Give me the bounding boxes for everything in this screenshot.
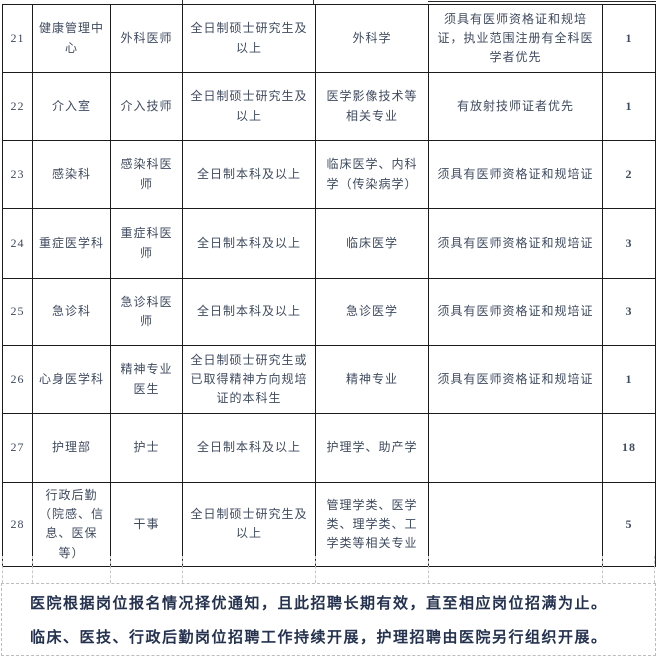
- cell-position: 精神专业医生: [110, 345, 183, 414]
- footer-line-2: 临床、医技、行政后勤岗位招聘工作持续开展，护理招聘由医院另行组织开展。: [30, 630, 608, 646]
- crop-artifact-tick: [182, 0, 183, 5]
- spreadsheet-gridline-gap: [2, 556, 655, 583]
- cell-row-number: 25: [2, 278, 33, 346]
- cell-education: 全日制本科及以上: [182, 413, 316, 483]
- table-row: 24 重症医学科 重症科医师 全日制本科及以上 临床医学 须具有医师资格证和规培…: [2, 208, 656, 279]
- cell-row-number: 27: [2, 413, 33, 483]
- cell-position: 干事: [110, 482, 183, 567]
- table-row: 27 护理部 护士 全日制本科及以上 护理学、助产学 18: [2, 413, 656, 483]
- cell-count: 3: [602, 208, 656, 279]
- cell-education: 全日制硕士研究生或已取得精神方向规培证的本科生: [182, 345, 316, 414]
- table-row: 26 心身医学科 精神专业医生 全日制硕士研究生或已取得精神方向规培证的本科生 …: [2, 345, 656, 414]
- cell-requirements: [428, 413, 603, 483]
- table-row: 25 急诊科 急诊科医师 全日制本科及以上 急诊医学 须具有医师资格证和规培证 …: [2, 278, 656, 346]
- footer-note-box: 医院根据岗位报名情况择优通知，且此招聘长期有效，直至相应岗位招满为止。 临床、医…: [1, 583, 656, 656]
- cell-requirements: [428, 482, 603, 567]
- cell-position: 介入技师: [110, 72, 183, 141]
- cell-major: 临床医学、内科学（传染病学）: [315, 140, 429, 209]
- cell-department: 护理部: [32, 413, 111, 483]
- cell-major: 护理学、助产学: [315, 413, 429, 483]
- gridline-column: [316, 556, 429, 583]
- cell-department: 心身医学科: [32, 345, 111, 414]
- cell-major: 急诊医学: [315, 278, 429, 346]
- gridline-column: [603, 556, 655, 583]
- cell-count: 3: [602, 278, 656, 346]
- table-row: 21 健康管理中心 外科医师 全日制硕士研究生及以上 外科学 须具有医师资格证和…: [2, 4, 656, 73]
- cell-department: 急诊科: [32, 278, 111, 346]
- cell-education: 全日制硕士研究生及以上: [182, 72, 316, 141]
- cell-education: 全日制本科及以上: [182, 278, 316, 346]
- cell-education: 全日制本科及以上: [182, 140, 316, 209]
- cell-department: 介入室: [32, 72, 111, 141]
- cell-requirements: 须具有医师资格证和规培证: [428, 208, 603, 279]
- gridline-column: [183, 556, 316, 583]
- cell-count: 18: [602, 413, 656, 483]
- cell-requirements: 须具有医师资格证和规培证: [428, 140, 603, 209]
- cell-position: 护士: [110, 413, 183, 483]
- cell-major: 管理学类、医学类、理学类、工学类等相关专业: [315, 482, 429, 567]
- cell-major: 精神专业: [315, 345, 429, 414]
- gridline-column: [33, 556, 111, 583]
- crop-artifact-line: [428, 1, 656, 2]
- cell-position: 重症科医师: [110, 208, 183, 279]
- gridline-column: [111, 556, 183, 583]
- cell-major: 临床医学: [315, 208, 429, 279]
- cell-count: 1: [602, 4, 656, 73]
- cell-position: 感染科医师: [110, 140, 183, 209]
- cell-requirements: 须具有医师资格证和规培证: [428, 345, 603, 414]
- cell-department: 重症医学科: [32, 208, 111, 279]
- crop-artifact-tick: [313, 0, 314, 5]
- table-row: 22 介入室 介入技师 全日制硕士研究生及以上 医学影像技术等相关专业 有放射技…: [2, 72, 656, 141]
- cell-row-number: 22: [2, 72, 33, 141]
- cell-count: 5: [602, 482, 656, 567]
- cell-position: 急诊科医师: [110, 278, 183, 346]
- recruitment-table: 21 健康管理中心 外科医师 全日制硕士研究生及以上 外科学 须具有医师资格证和…: [2, 4, 656, 567]
- table-row: 28 行政后勤（院感、信息、医保等） 干事 全日制硕士研究生及以上 管理学类、医…: [2, 482, 656, 567]
- cell-row-number: 23: [2, 140, 33, 209]
- footer-line-1: 医院根据岗位报名情况择优通知，且此招聘长期有效，直至相应岗位招满为止。: [30, 596, 608, 612]
- cell-requirements: 须具有医师资格证和规培证: [428, 278, 603, 346]
- cell-position: 外科医师: [110, 4, 183, 73]
- cell-requirements: 有放射技师证者优先: [428, 72, 603, 141]
- cell-department: 感染科: [32, 140, 111, 209]
- cell-major: 外科学: [315, 4, 429, 73]
- cell-department: 健康管理中心: [32, 4, 111, 73]
- cell-row-number: 21: [2, 4, 33, 73]
- cell-row-number: 24: [2, 208, 33, 279]
- cell-education: 全日制硕士研究生及以上: [182, 4, 316, 73]
- cell-education: 全日制硕士研究生及以上: [182, 482, 316, 567]
- cell-requirements: 须具有医师资格证和规培证，执业范围注册有全科医学者优先: [428, 4, 603, 73]
- cell-department: 行政后勤（院感、信息、医保等）: [32, 482, 111, 567]
- table-row: 23 感染科 感染科医师 全日制本科及以上 临床医学、内科学（传染病学） 须具有…: [2, 140, 656, 209]
- cell-row-number: 28: [2, 482, 33, 567]
- gridline-column: [3, 556, 33, 583]
- cell-count: 2: [602, 140, 656, 209]
- cell-row-number: 26: [2, 345, 33, 414]
- cell-education: 全日制本科及以上: [182, 208, 316, 279]
- cell-count: 1: [602, 345, 656, 414]
- cell-major: 医学影像技术等相关专业: [315, 72, 429, 141]
- cell-count: 1: [602, 72, 656, 141]
- gridline-column: [429, 556, 603, 583]
